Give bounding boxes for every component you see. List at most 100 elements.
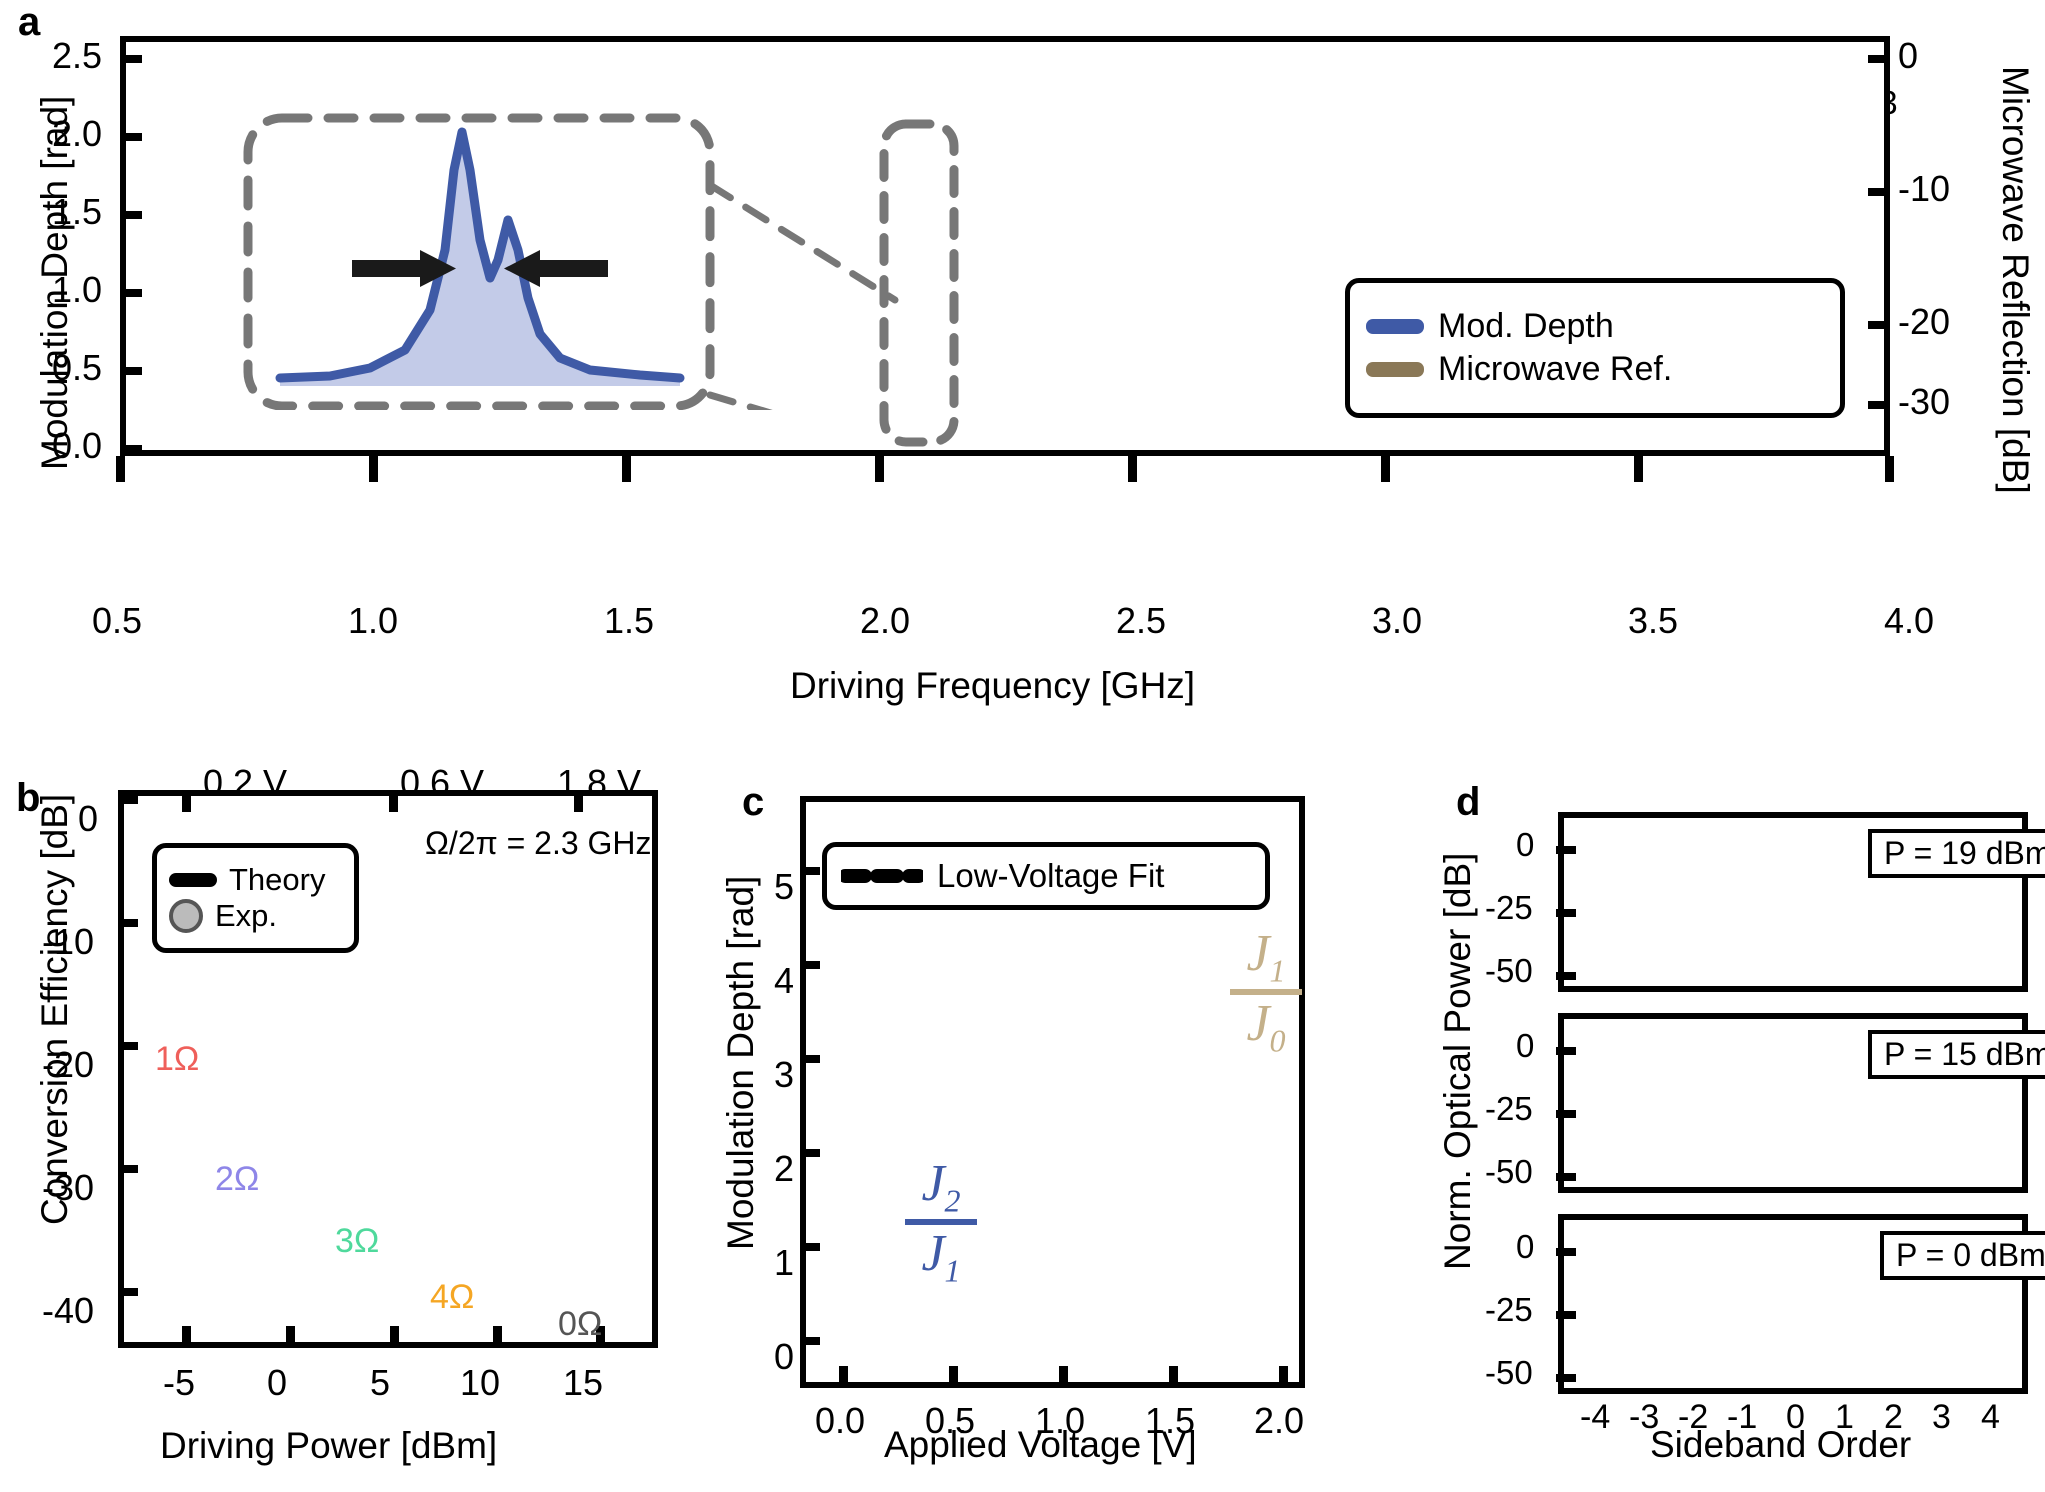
panel-c-label-j1: J1 [921, 1225, 961, 1289]
legend-swatch-exp [169, 899, 203, 933]
panel-d-sub-1-ytick-0: 0 [1516, 1027, 1535, 1064]
panel-b-ytick-0: 0 [78, 798, 99, 839]
panel-a-inset-line [275, 127, 685, 383]
panel-d-sub-0-ytick-0: 0 [1516, 826, 1535, 863]
panel-d-sub-2-ytick-1: -25 [1485, 1291, 1533, 1328]
panel-b-ytick-1: -10 [42, 921, 95, 962]
panel-c-label-j1-j0: J1 J0 [1230, 928, 1302, 1057]
panel-a-ytick-right-1: -10 [1898, 168, 1951, 209]
panel-b-ytick-3: -30 [42, 1167, 95, 1208]
panel-a-inset-svg [243, 113, 899, 410]
panel-b-ylabel: Conversion Efficiency [dB] [34, 793, 75, 1225]
panel-b-legend[interactable]: Theory Exp. [152, 843, 359, 953]
panel-a-source-box-outline [879, 119, 959, 447]
panel-a-xtick-0: 0.5 [92, 600, 143, 641]
panel-b-ytick-2: -20 [42, 1044, 95, 1085]
panel-a-inset-frame [243, 113, 715, 410]
panel-d-letter: d [1456, 780, 1481, 824]
legend-swatch-theory [169, 873, 217, 887]
panel-b-letter: b [16, 776, 41, 820]
panel-a-legend[interactable]: Mod. Depth Microwave Ref. [1345, 278, 1845, 418]
panel-d-xtick-7: 3 [1932, 1398, 1951, 1436]
panel-c-ytick-3: 3 [774, 1054, 795, 1095]
panel-a-ytick-3: 1.0 [52, 269, 103, 310]
panel-a-width-arrows [352, 250, 608, 287]
panel-c-ytick-1: 1 [774, 1242, 795, 1283]
panel-c-letter: c [742, 780, 765, 824]
panel-a-inset-fill [280, 132, 680, 386]
legend-swatch-microwave-ref [1366, 362, 1424, 377]
panel-a-xtick-4: 2.5 [1116, 600, 1167, 641]
panel-a-ytick-0: 2.5 [52, 35, 103, 76]
panel-a-xtick-6: 3.5 [1628, 600, 1679, 641]
panel-c-label-j0-den: J0 [1246, 995, 1286, 1059]
legend-label-mod-depth: Mod. Depth [1438, 307, 1614, 345]
panel-d-sub-2-ytick-0: 0 [1516, 1228, 1535, 1265]
panel-a-ytick-1: 2.0 [52, 113, 103, 154]
panel-d-xtick-3: -1 [1727, 1398, 1758, 1436]
panel-b-curve-label-4: 4Ω [430, 1278, 475, 1316]
panel-d-ylabel: Norm. Optical Power [dB] [1437, 852, 1478, 1270]
panel-a-xtick-7: 4.0 [1884, 600, 1935, 641]
panel-a-ytick-right-0: 0 [1898, 35, 1919, 76]
panel-d-xtick-2: -2 [1678, 1398, 1709, 1436]
panel-a-xtick-2: 1.5 [604, 600, 655, 641]
panel-a-inset-connectors [706, 181, 899, 410]
panel-d-xtick-1: -3 [1629, 1398, 1660, 1436]
legend-swatch-low-voltage-fit [841, 869, 923, 883]
panel-a-letter: a [18, 0, 41, 44]
panel-d-sub-2-ytick-2: -50 [1485, 1354, 1533, 1391]
legend-label-theory: Theory [229, 862, 326, 897]
panel-a-ytick-right-3: -30 [1898, 381, 1951, 422]
panel-c-legend-row: Low-Voltage Fit [827, 857, 1265, 895]
panel-b-xlabel: Driving Power [dBm] [160, 1425, 498, 1466]
panel-b-curve-label-3: 3Ω [335, 1222, 380, 1260]
panel-b-curve-label-0: 0Ω [558, 1305, 603, 1343]
legend-swatch-mod-depth [1366, 319, 1424, 334]
panel-d-sub-0-label: P = 19 dBm [1868, 829, 2045, 878]
panel-d-xlabel: Sideband Order [1650, 1424, 1912, 1465]
panel-d-sub-1-ytick-2: -50 [1485, 1153, 1533, 1190]
panel-d-sub-1-label: P = 15 dBm [1868, 1030, 2045, 1079]
legend-label-microwave-ref: Microwave Ref. [1438, 350, 1673, 388]
panel-b-xtick-3: 10 [460, 1362, 501, 1403]
panel-d-sub-2-label: P = 0 dBm [1880, 1231, 2045, 1280]
legend-label-low-voltage-fit: Low-Voltage Fit [937, 857, 1165, 894]
panel-d-xtick-0: -4 [1580, 1398, 1611, 1436]
panel-a-ylabel-right: Microwave Reflection [dB] [1995, 66, 2036, 494]
panel-c-ylabel: Modulation Depth [rad] [720, 875, 761, 1250]
panel-b-ytick-4: -40 [42, 1290, 95, 1331]
panel-b-annotation: Ω/2π = 2.3 GHz [425, 825, 652, 861]
panel-a-inset [240, 110, 940, 410]
legend-label-exp: Exp. [215, 898, 278, 933]
panel-a-xlabel: Driving Frequency [GHz] [790, 665, 1196, 706]
panel-c-label-j2-j1: J2 J1 [905, 1158, 977, 1287]
panel-b-curve-label-2: 2Ω [215, 1160, 260, 1198]
panel-c-xtick-3: 1.5 [1145, 1400, 1196, 1441]
panel-b-legend-row-exp: Exp. [157, 898, 354, 934]
fraction-bar-1 [905, 1219, 977, 1226]
panel-c-xlabel: Applied Voltage [V] [884, 1424, 1197, 1465]
panel-b-curve-label-1: 1Ω [155, 1040, 200, 1078]
fraction-bar-2 [1230, 989, 1302, 996]
panel-c-legend[interactable]: Low-Voltage Fit [822, 842, 1270, 910]
panel-b-xtick-4: 15 [563, 1362, 604, 1403]
panel-c-xtick-4: 2.0 [1254, 1400, 1305, 1441]
panel-a-legend-row-1: Microwave Ref. [1350, 348, 1840, 391]
panel-d-sub-0-ytick-2: -50 [1485, 952, 1533, 989]
panel-d-xtick-6: 2 [1884, 1398, 1903, 1436]
panel-b-xtick-1: 0 [267, 1362, 288, 1403]
panel-d-xtick-4: 0 [1786, 1398, 1805, 1436]
panel-c-label-j2: J2 [921, 1155, 961, 1219]
panel-a-inset-source-box [878, 118, 960, 448]
panel-a-ytick-2: 1.5 [52, 191, 103, 232]
panel-a-xtick-5: 3.0 [1372, 600, 1423, 641]
panel-c-ytick-5: 5 [774, 866, 795, 907]
panel-b-xtick-0: -5 [163, 1362, 196, 1403]
panel-a-xtick-1: 1.0 [348, 600, 399, 641]
panel-b-legend-row-theory: Theory [157, 862, 354, 898]
panel-c-xtick-1: 0.5 [925, 1400, 976, 1441]
panel-a-ytick-right-2: -20 [1898, 301, 1951, 342]
panel-a-legend-row-0: Mod. Depth [1350, 305, 1840, 348]
panel-a-xtick-3: 2.0 [860, 600, 911, 641]
